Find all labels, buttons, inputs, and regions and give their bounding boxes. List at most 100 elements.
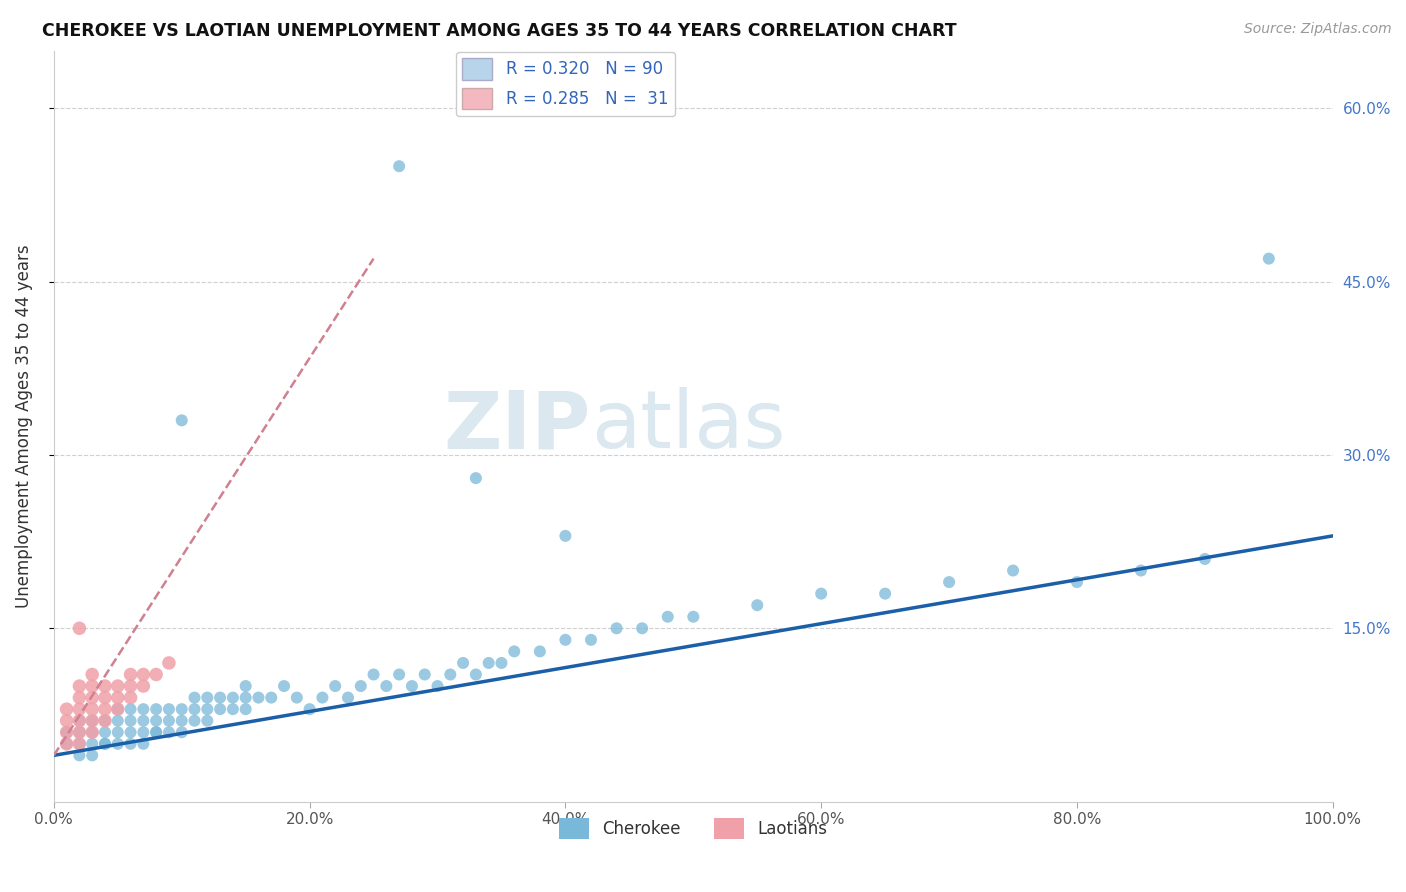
Point	[145, 714, 167, 728]
Point	[631, 621, 654, 635]
Point	[401, 679, 423, 693]
Point	[82, 679, 104, 693]
Point	[183, 690, 205, 705]
Point	[67, 621, 90, 635]
Point	[67, 748, 90, 763]
Point	[350, 679, 373, 693]
Point	[55, 714, 77, 728]
Point	[388, 159, 411, 173]
Point	[107, 702, 129, 716]
Point	[183, 702, 205, 716]
Point	[426, 679, 449, 693]
Point	[132, 679, 155, 693]
Point	[235, 690, 257, 705]
Point	[195, 690, 218, 705]
Point	[82, 667, 104, 681]
Point	[810, 587, 832, 601]
Point	[107, 714, 129, 728]
Point	[132, 737, 155, 751]
Point	[82, 702, 104, 716]
Point	[491, 656, 513, 670]
Point	[145, 725, 167, 739]
Point	[107, 725, 129, 739]
Point	[55, 737, 77, 751]
Point	[120, 690, 142, 705]
Point	[273, 679, 295, 693]
Point	[285, 690, 308, 705]
Point	[157, 656, 180, 670]
Text: CHEROKEE VS LAOTIAN UNEMPLOYMENT AMONG AGES 35 TO 44 YEARS CORRELATION CHART: CHEROKEE VS LAOTIAN UNEMPLOYMENT AMONG A…	[42, 22, 957, 40]
Point	[55, 725, 77, 739]
Point	[157, 725, 180, 739]
Point	[94, 679, 117, 693]
Point	[94, 714, 117, 728]
Point	[132, 667, 155, 681]
Point	[132, 725, 155, 739]
Point	[247, 690, 270, 705]
Point	[298, 702, 321, 716]
Point	[311, 690, 333, 705]
Point	[67, 737, 90, 751]
Point	[67, 690, 90, 705]
Point	[1066, 575, 1088, 590]
Text: ZIP: ZIP	[444, 387, 591, 465]
Point	[682, 609, 704, 624]
Point	[183, 714, 205, 728]
Point	[120, 679, 142, 693]
Point	[323, 679, 346, 693]
Point	[132, 702, 155, 716]
Point	[747, 598, 769, 612]
Point	[67, 714, 90, 728]
Point	[120, 702, 142, 716]
Point	[222, 690, 245, 705]
Point	[107, 737, 129, 751]
Point	[1002, 564, 1025, 578]
Point	[94, 737, 117, 751]
Point	[55, 737, 77, 751]
Point	[554, 529, 576, 543]
Point	[67, 737, 90, 751]
Point	[503, 644, 526, 658]
Point	[579, 632, 602, 647]
Point	[82, 714, 104, 728]
Point	[478, 656, 501, 670]
Point	[554, 632, 576, 647]
Point	[94, 690, 117, 705]
Point	[170, 702, 193, 716]
Point	[170, 725, 193, 739]
Point	[94, 725, 117, 739]
Point	[82, 714, 104, 728]
Point	[260, 690, 283, 705]
Point	[107, 679, 129, 693]
Point	[107, 690, 129, 705]
Point	[875, 587, 897, 601]
Point	[157, 702, 180, 716]
Point	[157, 714, 180, 728]
Point	[606, 621, 628, 635]
Text: atlas: atlas	[591, 387, 786, 465]
Point	[82, 737, 104, 751]
Point	[657, 609, 679, 624]
Point	[235, 679, 257, 693]
Y-axis label: Unemployment Among Ages 35 to 44 years: Unemployment Among Ages 35 to 44 years	[15, 244, 32, 608]
Point	[67, 702, 90, 716]
Point	[67, 679, 90, 693]
Point	[94, 737, 117, 751]
Point	[145, 702, 167, 716]
Point	[67, 714, 90, 728]
Point	[132, 714, 155, 728]
Legend: Cherokee, Laotians: Cherokee, Laotians	[553, 811, 834, 846]
Point	[209, 702, 232, 716]
Point	[235, 702, 257, 716]
Point	[388, 667, 411, 681]
Point	[82, 725, 104, 739]
Point	[120, 667, 142, 681]
Point	[170, 714, 193, 728]
Point	[145, 725, 167, 739]
Point	[107, 702, 129, 716]
Point	[375, 679, 398, 693]
Point	[67, 725, 90, 739]
Point	[120, 725, 142, 739]
Point	[1194, 552, 1216, 566]
Point	[209, 690, 232, 705]
